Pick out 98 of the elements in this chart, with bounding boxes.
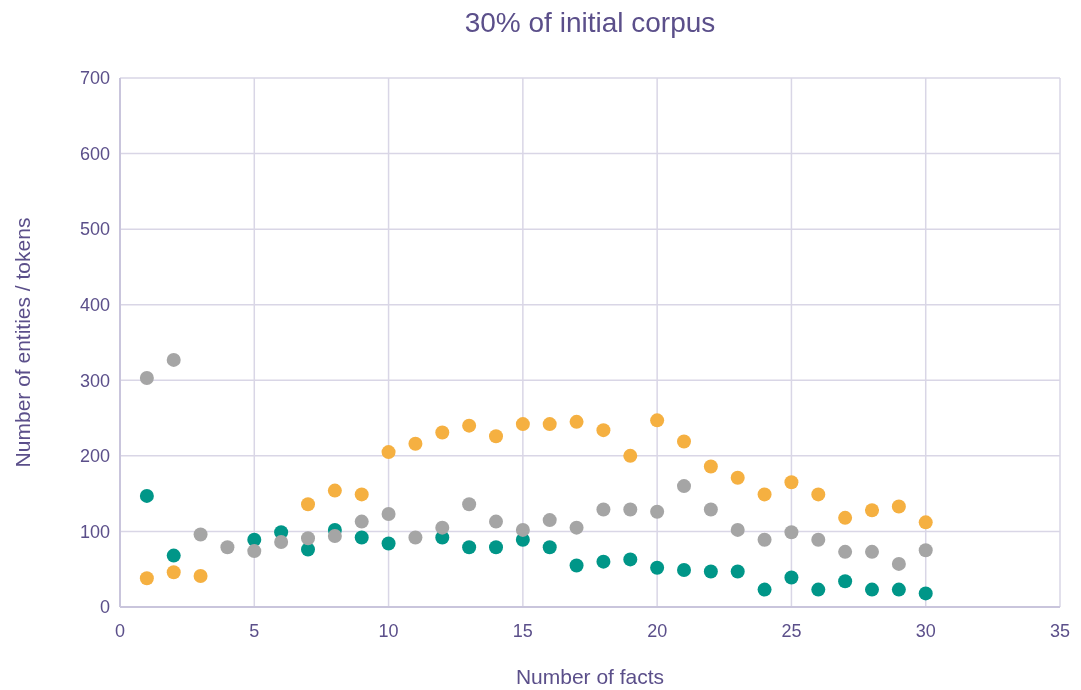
x-axis-title: Number of facts [515, 665, 665, 688]
point [435, 520, 450, 535]
point [677, 562, 691, 577]
point [327, 528, 342, 543]
point [865, 544, 879, 559]
point [650, 413, 665, 428]
point [865, 503, 879, 518]
point [301, 531, 315, 546]
y-tick-label: 600 [79, 143, 110, 164]
y-tick-label: 500 [79, 219, 110, 240]
y-axis-title: Number of entities / tokens [11, 217, 34, 468]
point [354, 487, 369, 502]
point [891, 556, 906, 571]
y-tick-label: 200 [79, 446, 110, 467]
point [811, 487, 826, 502]
point [596, 502, 611, 517]
x-tick-label: 5 [249, 621, 260, 641]
point [838, 544, 853, 559]
point [462, 497, 477, 512]
point [193, 569, 208, 584]
point [166, 548, 181, 563]
point [354, 514, 369, 529]
point [703, 502, 718, 517]
point [301, 542, 315, 557]
point [623, 552, 638, 567]
point [462, 540, 477, 555]
x-tick-label: 0 [114, 621, 126, 641]
point [247, 544, 262, 559]
x-tick-label: 30 [915, 621, 936, 641]
point [891, 499, 906, 514]
point [569, 414, 584, 429]
point [139, 488, 154, 503]
point [462, 418, 477, 433]
point [542, 417, 557, 432]
point [891, 582, 906, 597]
point [757, 582, 772, 597]
point [623, 448, 638, 463]
x-tick-label: 10 [378, 621, 399, 641]
point [489, 429, 503, 444]
point [166, 565, 181, 580]
point [757, 487, 772, 502]
y-tick-label: 400 [79, 295, 110, 316]
point [542, 513, 557, 528]
point [596, 554, 611, 569]
point [703, 564, 718, 579]
point [757, 532, 772, 547]
point [220, 540, 235, 555]
point [381, 445, 396, 460]
point [489, 540, 503, 555]
point [354, 530, 369, 545]
point [193, 527, 208, 542]
point [569, 558, 584, 573]
point [650, 560, 665, 575]
point [327, 483, 342, 498]
point [811, 582, 826, 597]
point [489, 514, 503, 529]
x-tick-label: 25 [781, 621, 802, 641]
point [542, 540, 557, 555]
point [381, 536, 396, 551]
point [730, 564, 745, 579]
point [918, 515, 933, 530]
y-tick-label: 300 [79, 370, 110, 391]
point [918, 543, 933, 558]
point [623, 502, 638, 517]
point [408, 530, 423, 545]
point [730, 470, 745, 485]
point [865, 582, 879, 597]
point [408, 436, 423, 451]
point [381, 507, 396, 522]
point [730, 522, 745, 537]
point [784, 570, 799, 585]
y-tick-label: 700 [79, 68, 110, 89]
point [515, 522, 530, 537]
point [918, 586, 933, 601]
point [838, 574, 853, 589]
x-tick-label: 15 [512, 621, 533, 641]
y-tick-label: 100 [79, 521, 110, 542]
point [650, 504, 665, 519]
point [596, 423, 611, 438]
point [677, 434, 691, 449]
point [166, 352, 181, 367]
point [569, 520, 584, 535]
x-tick-label: 20 [647, 621, 668, 641]
point [703, 459, 718, 474]
point [838, 510, 853, 525]
point [677, 479, 691, 494]
x-tick-label: 35 [1049, 621, 1071, 641]
point [301, 497, 315, 512]
chart-title: 30% of initial corpus [464, 7, 716, 38]
point [139, 371, 154, 386]
point [784, 475, 799, 490]
point [515, 417, 530, 432]
point [274, 535, 289, 550]
y-tick-label: 0 [99, 597, 110, 618]
point [811, 532, 826, 547]
point [139, 571, 154, 586]
point [784, 525, 799, 540]
point [435, 425, 450, 440]
